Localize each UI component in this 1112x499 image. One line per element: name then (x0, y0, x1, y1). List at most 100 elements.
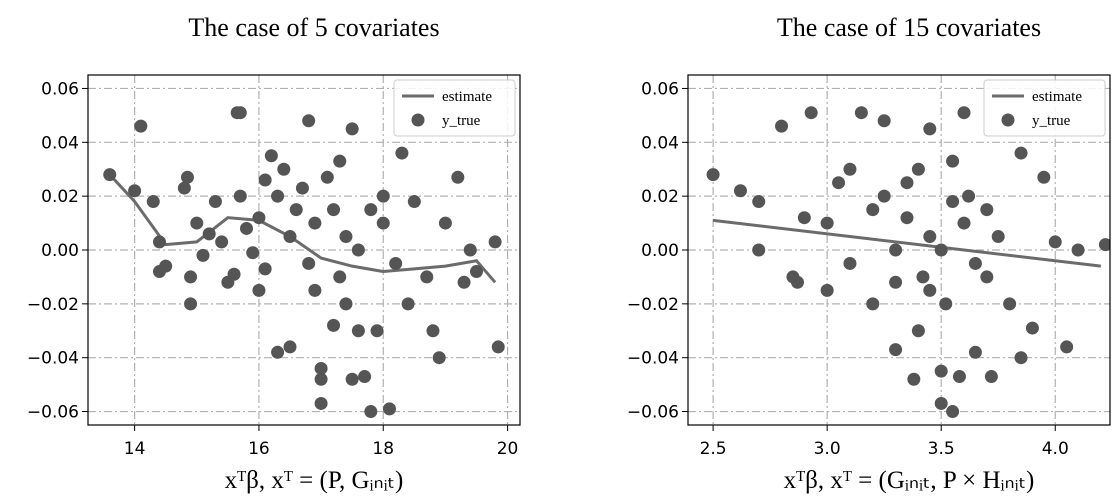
y-tick-label: 0.02 (641, 187, 679, 207)
point (364, 203, 378, 217)
point (376, 189, 390, 203)
point (491, 340, 505, 354)
point (271, 345, 285, 359)
point (889, 275, 903, 289)
point (190, 216, 204, 230)
point (252, 283, 266, 297)
point (382, 402, 396, 416)
point (420, 270, 434, 284)
point (370, 324, 384, 338)
point (345, 372, 359, 386)
point (916, 270, 930, 284)
point (1037, 170, 1051, 184)
y-tick-label: 0.04 (41, 133, 79, 153)
axes-frame (87, 74, 521, 426)
point (395, 146, 409, 160)
point (752, 195, 766, 209)
point (333, 270, 347, 284)
x-tick-label: 18 (372, 439, 394, 459)
point (1003, 297, 1017, 311)
point (911, 324, 925, 338)
point (923, 122, 937, 136)
point (184, 270, 198, 284)
y-tick-label: −0.04 (27, 349, 79, 369)
point (900, 211, 914, 225)
point (134, 119, 148, 133)
point (889, 243, 903, 257)
point (934, 396, 948, 410)
point (957, 106, 971, 120)
point (952, 370, 966, 384)
point (980, 270, 994, 284)
point (327, 203, 341, 217)
point (877, 189, 891, 203)
point (1048, 235, 1062, 249)
point (159, 259, 173, 273)
point (258, 262, 272, 276)
y-tick-label: 0.02 (41, 187, 79, 207)
point (401, 297, 415, 311)
point (184, 297, 198, 311)
point (314, 396, 328, 410)
y-tick-label: −0.04 (627, 349, 679, 369)
y-tick-label: −0.06 (627, 403, 679, 423)
point (358, 370, 372, 384)
point (230, 106, 244, 120)
point (866, 297, 880, 311)
point (240, 221, 254, 235)
point (775, 119, 789, 133)
y-tick-label: −0.06 (27, 403, 79, 423)
point (339, 297, 353, 311)
point (333, 154, 347, 168)
legend-label: y_true (1032, 113, 1071, 129)
point (706, 168, 720, 182)
point (389, 256, 403, 270)
x-tick-label: 16 (248, 439, 270, 459)
legend-label: estimate (1032, 89, 1082, 105)
legend-marker (411, 113, 425, 127)
point (1014, 146, 1028, 160)
x-tick-label: 2.5 (700, 439, 727, 459)
point (208, 195, 222, 209)
y-tick-label: −0.02 (627, 295, 679, 315)
point (923, 283, 937, 297)
x-axis-label: xᵀβ, xᵀ = (Gᵢₙᵢₜ, P × Hᵢₙᵢₜ) (784, 467, 1035, 494)
point (469, 265, 483, 279)
point (345, 122, 359, 136)
point (843, 162, 857, 176)
y-tick-label: 0.00 (641, 241, 679, 261)
point (302, 256, 316, 270)
y-tick-label: 0.06 (41, 79, 79, 99)
point (314, 361, 328, 375)
point (733, 184, 747, 198)
point (180, 170, 194, 184)
legend-box (983, 79, 1106, 137)
subplot: The case of 5 covariates −0.06 −0.04 −0.02 0… (27, 13, 521, 494)
point (152, 235, 166, 249)
legend-label: y_true (442, 113, 481, 129)
y-tick-label: 0.04 (641, 133, 679, 153)
point (407, 195, 421, 209)
point (202, 227, 216, 241)
point (289, 203, 303, 217)
point (797, 211, 811, 225)
point (820, 216, 834, 230)
plot-area (103, 106, 505, 419)
point (308, 283, 322, 297)
point (911, 162, 925, 176)
point (889, 343, 903, 357)
point (258, 173, 272, 187)
point (196, 248, 210, 262)
estimate-line (108, 173, 497, 284)
point (934, 243, 948, 257)
y-tick-label: 0.00 (41, 241, 79, 261)
point (227, 267, 241, 281)
point (463, 243, 477, 257)
point (939, 297, 953, 311)
point (934, 364, 948, 378)
x-axis-label: xᵀβ, xᵀ = (P, Gᵢₙᵢₜ) (225, 467, 404, 494)
point (1098, 238, 1110, 252)
point (233, 189, 247, 203)
point (283, 230, 297, 244)
